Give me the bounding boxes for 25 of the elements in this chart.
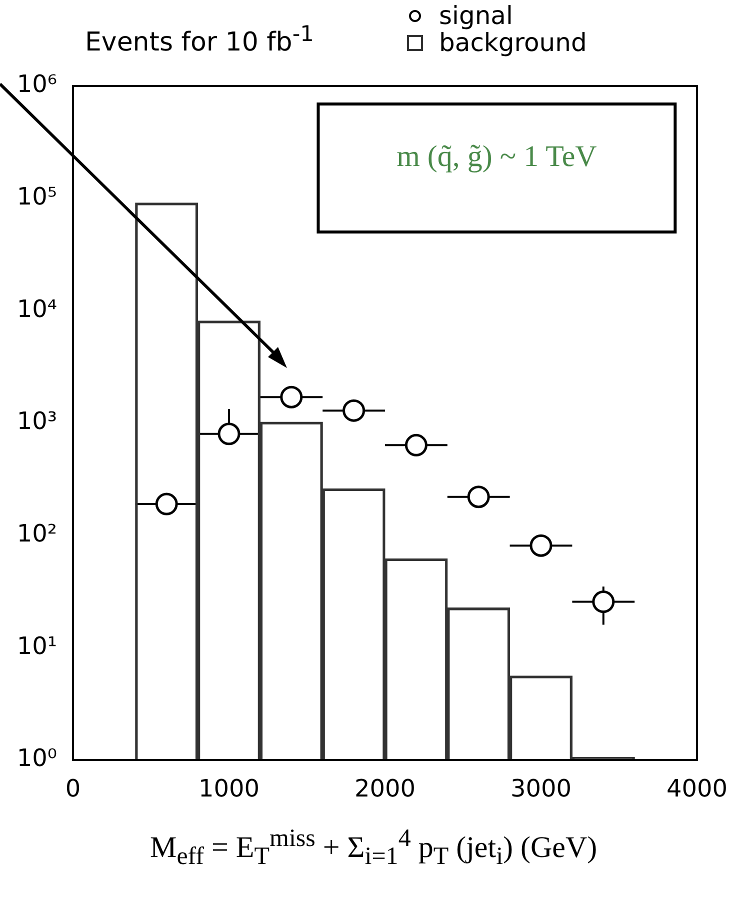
legend-label: background xyxy=(439,28,587,57)
point xyxy=(280,386,303,408)
annotation: m (q̃, g̃) ~ 1 TeV xyxy=(396,140,598,173)
legend-label: signal xyxy=(439,1,513,30)
point xyxy=(404,434,428,456)
x-tick-label: 2000 xyxy=(354,774,416,803)
point xyxy=(530,534,552,557)
y-tick-label: 10³ xyxy=(16,407,57,436)
y-tick-label: 10¹ xyxy=(16,632,57,660)
y-tick-label: 10⁵ xyxy=(16,182,57,211)
point xyxy=(467,486,490,508)
y-tick-label: 10⁶ xyxy=(16,70,57,98)
x-tick-label: 4000 xyxy=(666,774,728,803)
point xyxy=(592,590,615,614)
x-tick-label: 3000 xyxy=(510,774,572,803)
y-tick-label: 10⁰ xyxy=(16,744,57,772)
text: M$_{eff}$ = E$_{T}$$^{miss}$ + Σ$_{i=1}$$^{4}$ p$_{T}$ (jet$_{i}$) (GeV) xyxy=(150,825,598,870)
point xyxy=(342,399,366,422)
y-tick-label: 10² xyxy=(16,520,57,548)
chart-title: Events for 10 fb$^{-1}$ xyxy=(85,22,314,58)
y-tick-label: 10⁴ xyxy=(16,294,57,323)
point xyxy=(218,422,240,446)
x-tick-label: 0 xyxy=(65,774,81,803)
x-tick-label: 1000 xyxy=(198,774,260,803)
point xyxy=(155,492,178,516)
